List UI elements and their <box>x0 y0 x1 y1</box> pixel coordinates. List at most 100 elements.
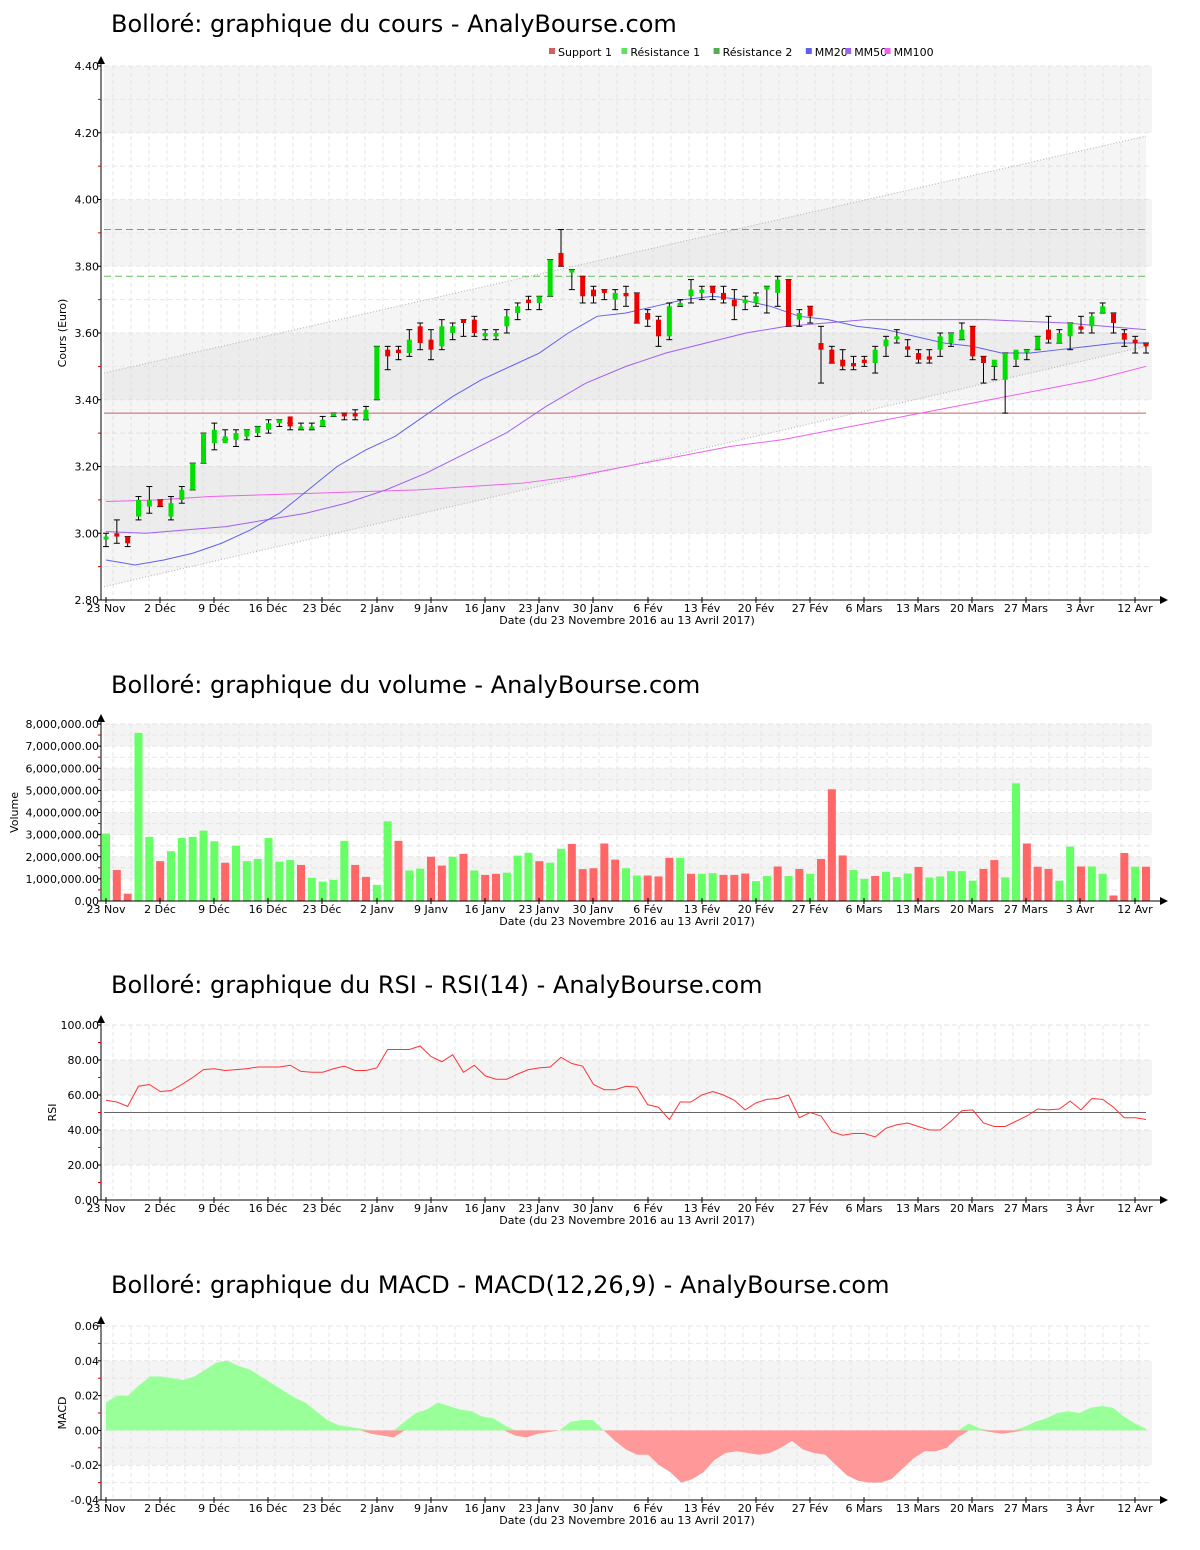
y-tick-label: 6,000,000.00 <box>26 762 99 775</box>
volume-bar <box>719 874 728 901</box>
volume-bar <box>860 878 869 901</box>
candlestick <box>189 462 196 491</box>
candle-body <box>1046 329 1051 340</box>
volume-bar <box>752 881 760 901</box>
x-tick-label: 30 Janv <box>573 903 614 916</box>
candle-body <box>981 356 986 364</box>
candle-body <box>829 349 835 364</box>
legend-swatch-icon <box>845 48 852 54</box>
volume-bar <box>773 866 782 901</box>
mm50-line <box>105 319 1147 534</box>
candlestick <box>460 319 467 337</box>
volume-bar <box>589 868 598 901</box>
volume-bar <box>199 830 208 901</box>
candlestick <box>178 486 185 504</box>
candlestick <box>915 349 922 364</box>
candle-body <box>970 326 976 357</box>
candlestick <box>103 532 109 548</box>
x-tick-label: 13 Mars <box>896 602 940 615</box>
legend-label: MM100 <box>894 46 934 59</box>
candlestick <box>471 315 478 337</box>
candle-body <box>385 349 391 357</box>
volume-bar <box>936 876 945 901</box>
candlestick <box>1056 329 1063 344</box>
x-axis-label: Date (du 23 Novembre 2016 au 13 Avril 20… <box>499 1514 755 1527</box>
candlestick <box>828 345 835 364</box>
volume-bar <box>968 880 977 901</box>
volume-bar <box>1001 877 1010 901</box>
x-tick-label: 27 Fév <box>792 602 829 615</box>
candle-body <box>905 346 911 350</box>
candle-body <box>114 533 120 537</box>
x-tick-label: 3 Avr <box>1066 903 1095 916</box>
candle-body <box>471 319 477 333</box>
volume-bar <box>405 870 414 901</box>
y-axis-label: Cours (Euro) <box>56 299 69 368</box>
x-tick-label: 16 Janv <box>465 903 506 916</box>
x-axis-label: Date (du 23 Novembre 2016 au 13 Avril 20… <box>499 614 755 627</box>
candlestick <box>308 422 315 431</box>
y-axis-arrow-icon <box>97 714 105 722</box>
candlestick <box>1099 302 1106 314</box>
volume-bar <box>784 875 793 901</box>
macd-chart-title: Bolloré: graphique du MACD - MACD(12,26,… <box>111 1271 890 1299</box>
candlestick <box>1132 335 1139 354</box>
x-tick-label: 20 Fév <box>738 1202 775 1215</box>
x-tick-label: 20 Mars <box>950 903 994 916</box>
y-tick-label: 0.00 <box>75 895 100 908</box>
candlestick <box>449 322 456 341</box>
candle-body <box>991 359 997 367</box>
y-tick-label: 7,000,000.00 <box>26 740 99 753</box>
volume-bar <box>1120 852 1129 901</box>
candlestick <box>373 345 380 401</box>
y-tick-label: 80.00 <box>68 1054 100 1067</box>
volume-bar <box>676 857 685 901</box>
x-tick-label: 2 Janv <box>360 1502 394 1515</box>
candlestick <box>493 329 499 341</box>
candle-body <box>417 326 423 344</box>
x-tick-label: 16 Déc <box>249 903 288 916</box>
legend-item: MM50 <box>845 46 887 59</box>
volume-bar <box>697 873 706 901</box>
volume-bar <box>600 843 609 901</box>
candle-body <box>569 269 575 273</box>
x-tick-label: 9 Déc <box>198 1202 230 1215</box>
candlestick <box>893 329 900 344</box>
candle-body <box>753 296 759 303</box>
candle-body <box>103 536 109 540</box>
volume-bar <box>242 861 251 901</box>
x-tick-label: 13 Fév <box>684 903 721 916</box>
y-tick-label: 2.80 <box>75 594 100 607</box>
y-tick-label: 2,000,000.00 <box>26 851 99 864</box>
candlestick <box>395 345 402 361</box>
candlestick <box>168 496 174 521</box>
macd-chart: -0.04 -0.02 0.00 0.02 0.04 0.06 23 Nov 2 Déc 9 D… <box>56 1316 1168 1527</box>
x-tick-label: 9 Déc <box>198 1502 230 1515</box>
candle-body <box>222 436 228 444</box>
legend-swatch-icon <box>884 48 891 54</box>
candle-body <box>645 312 651 320</box>
candlestick <box>428 329 434 361</box>
candlestick <box>807 305 814 324</box>
x-tick-label: 13 Fév <box>684 1202 721 1215</box>
candle-body <box>125 536 131 544</box>
volume-bar <box>643 875 652 901</box>
volume-bar <box>1077 866 1085 901</box>
volume-bar <box>1109 895 1118 901</box>
candlestick <box>363 405 369 421</box>
x-tick-label: 13 Mars <box>896 1202 940 1215</box>
x-tick-label: 27 Fév <box>792 903 829 916</box>
x-tick-label: 13 Fév <box>684 602 721 615</box>
candlestick <box>601 289 608 301</box>
candle-body <box>731 299 737 307</box>
volume-bar <box>578 869 587 901</box>
x-tick-label: 6 Fév <box>633 1202 663 1215</box>
volume-bar <box>903 873 912 901</box>
macd-negative-area <box>106 1430 1146 1483</box>
volume-bar <box>318 881 327 901</box>
x-tick-label: 2 Déc <box>144 903 176 916</box>
volume-bar <box>1131 866 1140 901</box>
x-tick-label: 6 Mars <box>846 903 883 916</box>
candle-body <box>796 312 802 320</box>
candle-body <box>526 299 531 303</box>
